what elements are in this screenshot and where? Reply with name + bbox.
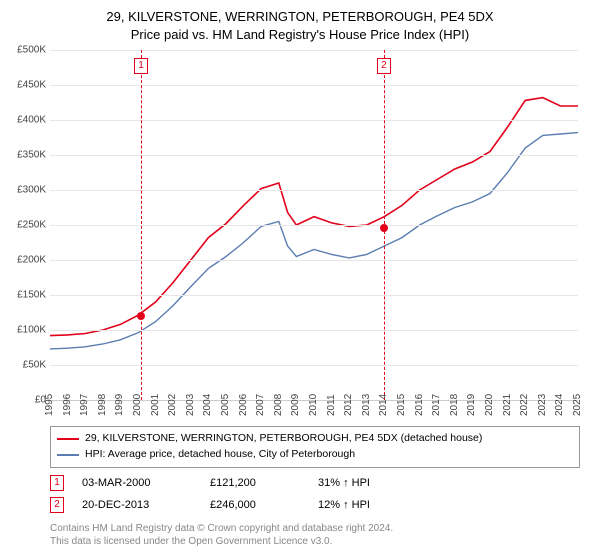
x-tick-label: 2017 bbox=[431, 394, 442, 416]
x-tick-label: 1998 bbox=[97, 394, 108, 416]
x-tick-label: 2014 bbox=[378, 394, 389, 416]
x-tick-label: 2016 bbox=[414, 394, 425, 416]
event-date: 20-DEC-2013 bbox=[82, 499, 192, 511]
x-tick-label: 2020 bbox=[484, 394, 495, 416]
y-tick-label: £300K bbox=[17, 185, 46, 196]
x-axis: 1995199619971998199920002001200220032004… bbox=[50, 402, 578, 428]
series-line bbox=[50, 133, 578, 349]
x-tick-label: 2010 bbox=[308, 394, 319, 416]
gridline bbox=[50, 330, 578, 331]
gridline bbox=[50, 85, 578, 86]
y-tick-label: £100K bbox=[17, 325, 46, 336]
x-tick-label: 2018 bbox=[449, 394, 460, 416]
x-tick-label: 2019 bbox=[466, 394, 477, 416]
gridline bbox=[50, 295, 578, 296]
chart-container: 29, KILVERSTONE, WERRINGTON, PETERBOROUG… bbox=[0, 0, 600, 560]
gridline bbox=[50, 365, 578, 366]
y-axis: £0£50K£100K£150K£200K£250K£300K£350K£400… bbox=[10, 50, 48, 400]
legend: 29, KILVERSTONE, WERRINGTON, PETERBOROUG… bbox=[50, 426, 580, 468]
series-line bbox=[50, 98, 578, 336]
event-delta: 12% ↑ HPI bbox=[318, 499, 370, 511]
event-price: £246,000 bbox=[210, 499, 300, 511]
x-tick-label: 1997 bbox=[79, 394, 90, 416]
y-tick-label: £350K bbox=[17, 150, 46, 161]
chart-area: £0£50K£100K£150K£200K£250K£300K£350K£400… bbox=[50, 50, 578, 420]
title-block: 29, KILVERSTONE, WERRINGTON, PETERBOROUG… bbox=[10, 8, 590, 44]
marker-vline bbox=[141, 50, 142, 400]
y-tick-label: £450K bbox=[17, 80, 46, 91]
gridline bbox=[50, 120, 578, 121]
x-tick-label: 1996 bbox=[62, 394, 73, 416]
x-tick-label: 2011 bbox=[326, 395, 337, 417]
x-tick-label: 2009 bbox=[290, 394, 301, 416]
legend-swatch bbox=[57, 454, 79, 456]
x-tick-label: 2013 bbox=[361, 394, 372, 416]
y-tick-label: £150K bbox=[17, 290, 46, 301]
footer: Contains HM Land Registry data © Crown c… bbox=[50, 522, 580, 549]
x-tick-label: 1999 bbox=[114, 394, 125, 416]
gridline bbox=[50, 50, 578, 51]
y-tick-label: £50K bbox=[23, 360, 46, 371]
footer-line1: Contains HM Land Registry data © Crown c… bbox=[50, 522, 580, 536]
x-tick-label: 2012 bbox=[343, 394, 354, 416]
gridline bbox=[50, 155, 578, 156]
x-tick-label: 1995 bbox=[44, 394, 55, 416]
x-tick-label: 2024 bbox=[554, 394, 565, 416]
gridline bbox=[50, 190, 578, 191]
x-tick-label: 2022 bbox=[519, 394, 530, 416]
event-row: 1 03-MAR-2000 £121,200 31% ↑ HPI bbox=[50, 472, 580, 494]
title-line1: 29, KILVERSTONE, WERRINGTON, PETERBOROUG… bbox=[10, 8, 590, 26]
x-tick-label: 2003 bbox=[185, 394, 196, 416]
x-tick-label: 2006 bbox=[238, 394, 249, 416]
x-tick-label: 2004 bbox=[202, 394, 213, 416]
plot: 12 bbox=[50, 50, 578, 400]
x-tick-label: 2008 bbox=[273, 394, 284, 416]
legend-swatch bbox=[57, 438, 79, 440]
x-tick-label: 2001 bbox=[150, 394, 161, 416]
x-tick-label: 2025 bbox=[572, 394, 583, 416]
event-badge: 1 bbox=[50, 475, 64, 491]
title-line2: Price paid vs. HM Land Registry's House … bbox=[10, 26, 590, 44]
marker-dot bbox=[137, 312, 145, 320]
x-tick-label: 2000 bbox=[132, 394, 143, 416]
y-tick-label: £500K bbox=[17, 45, 46, 56]
x-tick-label: 2002 bbox=[167, 394, 178, 416]
y-tick-label: £200K bbox=[17, 255, 46, 266]
marker-badge: 2 bbox=[377, 58, 391, 74]
legend-row: HPI: Average price, detached house, City… bbox=[57, 447, 573, 463]
x-tick-label: 2005 bbox=[220, 394, 231, 416]
y-tick-label: £400K bbox=[17, 115, 46, 126]
y-tick-label: £250K bbox=[17, 220, 46, 231]
x-tick-label: 2023 bbox=[537, 394, 548, 416]
marker-badge: 1 bbox=[134, 58, 148, 74]
legend-row: 29, KILVERSTONE, WERRINGTON, PETERBOROUG… bbox=[57, 431, 573, 447]
event-badge: 2 bbox=[50, 497, 64, 513]
footer-line2: This data is licensed under the Open Gov… bbox=[50, 535, 580, 549]
event-date: 03-MAR-2000 bbox=[82, 477, 192, 489]
legend-label: 29, KILVERSTONE, WERRINGTON, PETERBOROUG… bbox=[85, 431, 482, 447]
gridline bbox=[50, 225, 578, 226]
event-table: 1 03-MAR-2000 £121,200 31% ↑ HPI 2 20-DEC-201… bbox=[50, 472, 580, 516]
x-tick-label: 2015 bbox=[396, 394, 407, 416]
gridline bbox=[50, 260, 578, 261]
x-tick-label: 2007 bbox=[255, 394, 266, 416]
marker-dot bbox=[380, 224, 388, 232]
x-tick-label: 2021 bbox=[502, 394, 513, 416]
legend-label: HPI: Average price, detached house, City… bbox=[85, 447, 355, 463]
event-row: 2 20-DEC-2013 £246,000 12% ↑ HPI bbox=[50, 494, 580, 516]
event-delta: 31% ↑ HPI bbox=[318, 477, 370, 489]
event-price: £121,200 bbox=[210, 477, 300, 489]
